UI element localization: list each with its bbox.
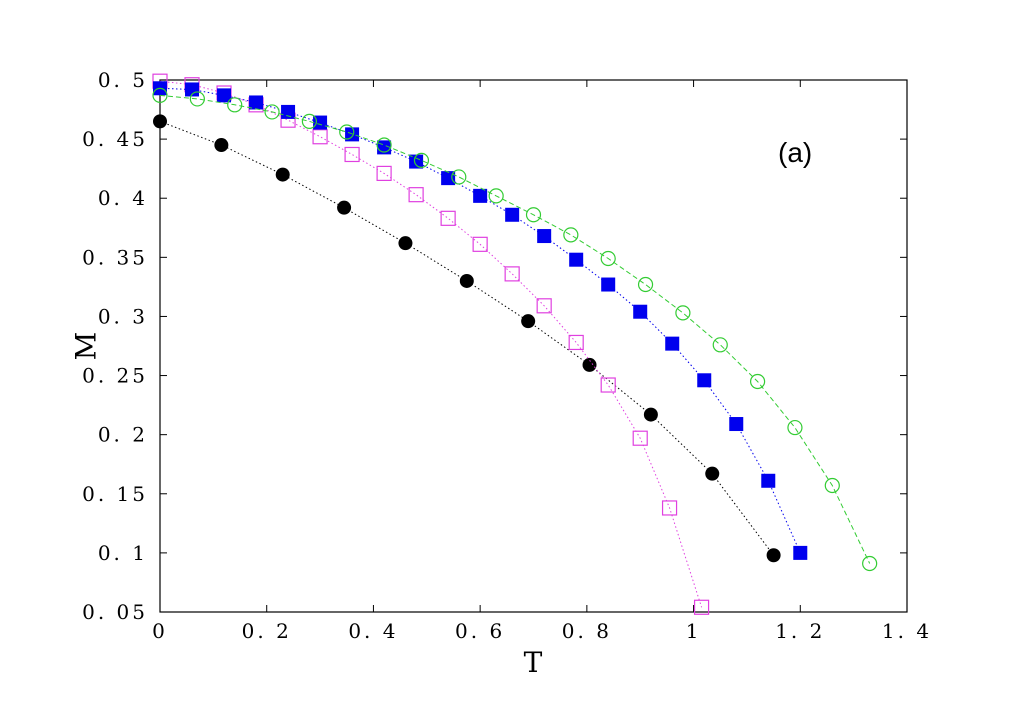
data-point: [793, 545, 808, 560]
data-point: [281, 104, 296, 119]
data-point: [582, 357, 597, 372]
data-point: [862, 555, 878, 572]
data-point: [227, 97, 243, 113]
data-point: [217, 88, 232, 103]
x-tick-label: 0: [152, 619, 168, 643]
data-point: [376, 165, 392, 181]
data-point: [344, 146, 360, 163]
data-point: [152, 87, 168, 103]
ticks-layer: 0 0. 2 0. 4 0. 6 0. 8 1 1. 2 1. 4 0. 05 0. 1 0. 15…: [82, 68, 932, 643]
series-line: [159, 94, 871, 564]
x-tick-label: 0. 8: [562, 619, 612, 643]
series-open-square: [152, 73, 710, 615]
y-tick-label: 0. 15: [82, 482, 148, 506]
data-point: [761, 473, 776, 488]
data-point: [600, 250, 616, 267]
data-point: [525, 207, 542, 223]
data-point: [339, 124, 355, 140]
data-point: [568, 334, 584, 351]
series-line: [159, 87, 801, 554]
data-point: [505, 207, 520, 222]
series-line: [159, 120, 774, 556]
series-open-circle: [152, 87, 878, 572]
data-point: [376, 137, 392, 153]
y-tick-label: 0. 2: [98, 423, 148, 447]
data-point: [398, 236, 413, 251]
series-filled-circle: [153, 114, 781, 563]
data-point: [185, 82, 200, 97]
data-point: [459, 273, 474, 288]
data-point: [409, 154, 424, 169]
y-axis-title: M: [70, 332, 103, 361]
y-tick-label: 0. 45: [82, 127, 148, 151]
data-point: [214, 138, 229, 153]
x-axis-title: T: [524, 646, 543, 679]
data-point: [408, 187, 424, 203]
x-tick-label: 0. 6: [455, 619, 505, 643]
data-point: [637, 276, 654, 293]
data-point: [504, 266, 520, 282]
data-point: [301, 113, 317, 129]
x-tick-label: 0. 2: [242, 619, 292, 643]
data-point: [537, 229, 552, 244]
data-point: [569, 252, 584, 267]
data-point: [440, 210, 456, 226]
series-line: [159, 80, 703, 608]
series-filled-square: [153, 81, 808, 560]
data-point: [633, 304, 648, 319]
data-point: [749, 373, 766, 390]
data-point: [413, 152, 430, 168]
y-tick-label: 0. 35: [82, 245, 148, 269]
data-point: [600, 377, 616, 393]
data-point: [632, 430, 648, 446]
data-point: [661, 500, 678, 516]
data-point: [488, 188, 504, 204]
data-point: [643, 407, 658, 422]
data-point: [337, 200, 352, 215]
data-point: [697, 373, 712, 388]
x-tick-label: 0. 4: [348, 619, 398, 643]
y-tick-label: 0. 5: [98, 68, 148, 92]
data-point: [345, 127, 360, 142]
data-point: [705, 466, 720, 481]
data-point: [264, 104, 280, 120]
data-point: [451, 169, 467, 185]
panel-label: (a): [778, 137, 812, 168]
data-point: [521, 314, 536, 329]
x-tick-label: 1. 2: [775, 619, 825, 643]
data-point: [766, 548, 781, 563]
data-point: [675, 305, 691, 321]
data-point: [787, 419, 803, 436]
y-tick-label: 0. 05: [82, 600, 148, 624]
plot-frame: [159, 79, 908, 613]
y-tick-label: 0. 4: [98, 186, 148, 210]
data-point: [712, 337, 728, 353]
data-point: [189, 91, 205, 107]
x-tick-label: 1: [686, 619, 702, 643]
data-point: [693, 599, 710, 615]
y-tick-label: 0. 25: [82, 364, 148, 388]
data-point: [824, 477, 840, 494]
x-tick-label: 1. 4: [882, 619, 932, 643]
data-point: [312, 129, 328, 145]
data-point: [563, 227, 579, 243]
data-point: [153, 114, 167, 129]
data-point: [473, 188, 488, 203]
data-point: [729, 417, 744, 432]
data-point: [601, 277, 616, 292]
y-tick-label: 0. 3: [98, 304, 148, 328]
data-point: [275, 167, 290, 182]
data-point: [536, 298, 552, 314]
y-tick-label: 0. 1: [98, 541, 148, 565]
data-point: [665, 336, 680, 351]
series-layer: [152, 73, 878, 615]
data-point: [249, 95, 264, 110]
data-point: [472, 236, 488, 252]
